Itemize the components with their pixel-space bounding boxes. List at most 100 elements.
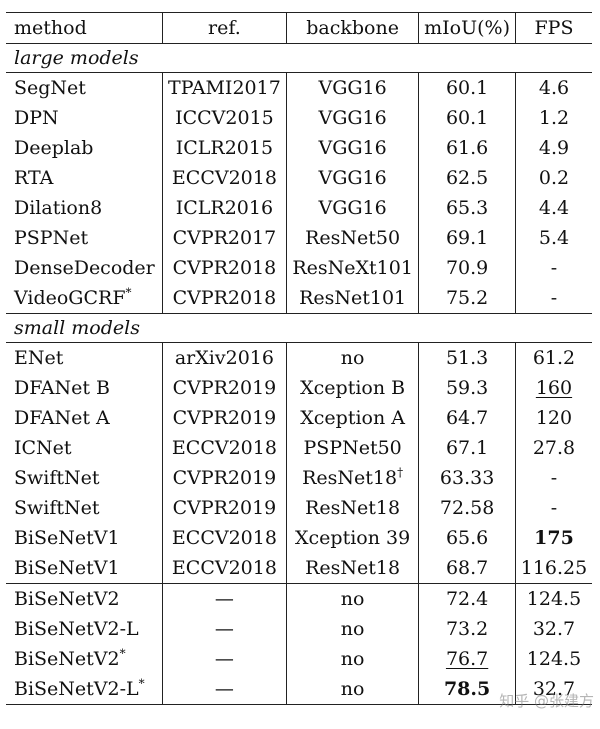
cell-method: DFANet A bbox=[6, 403, 162, 433]
cell-method-text: BiSeNetV2 bbox=[14, 588, 120, 610]
cell-miou-text: 60.1 bbox=[445, 107, 489, 129]
cell-method-text: SegNet bbox=[14, 77, 86, 99]
cell-backbone: ResNet101 bbox=[286, 283, 419, 314]
cell-backbone-text: ResNet18 bbox=[305, 497, 401, 519]
cell-backbone: no bbox=[286, 674, 419, 705]
footnote-mark: † bbox=[397, 465, 404, 480]
cell-ref-text: ECCV2018 bbox=[171, 167, 277, 189]
cell-backbone: no bbox=[286, 342, 419, 373]
cell-method-text: DPN bbox=[14, 107, 59, 129]
cell-miou-text: 76.7 bbox=[445, 648, 489, 670]
cell-backbone-text: Xception B bbox=[300, 377, 406, 399]
large-models-group: SegNet TPAMI2017 VGG16 60.1 4.6 DPN ICCV2015 VG… bbox=[6, 72, 592, 314]
table-row: DFANet B CVPR2019 Xception B 59.3 160 bbox=[6, 373, 592, 403]
cell-method: Deeplab bbox=[6, 133, 162, 163]
cell-ref-text: ICLR2015 bbox=[175, 137, 274, 159]
cell-fps: 4.9 bbox=[514, 133, 592, 163]
cell-method-text: DFANet A bbox=[14, 407, 110, 429]
cell-fps-text: - bbox=[550, 257, 558, 279]
section-label-small: small models bbox=[6, 313, 592, 343]
cell-ref: ECCV2018 bbox=[161, 433, 287, 463]
cell-miou-text: 70.9 bbox=[445, 257, 489, 279]
footnote-mark: * bbox=[138, 676, 145, 691]
cell-backbone-text: ResNet18 bbox=[302, 467, 398, 489]
cell-backbone: VGG16 bbox=[286, 163, 419, 193]
cell-fps-text: 32.7 bbox=[532, 678, 576, 700]
cell-method: SwiftNet bbox=[6, 493, 162, 523]
cell-miou: 78.5 bbox=[418, 674, 516, 705]
cell-method: BiSeNetV2* bbox=[6, 644, 162, 674]
cell-ref: ICLR2016 bbox=[161, 193, 287, 223]
cell-ref: TPAMI2017 bbox=[161, 72, 287, 103]
cell-fps-text: 27.8 bbox=[532, 437, 576, 459]
cell-fps-text: - bbox=[550, 467, 558, 489]
cell-backbone-text: ResNet101 bbox=[299, 287, 407, 309]
header-backbone: backbone bbox=[286, 12, 419, 44]
cell-backbone-text: no bbox=[340, 347, 365, 369]
cell-ref-text: CVPR2019 bbox=[172, 377, 277, 399]
cell-ref-text: — bbox=[214, 588, 234, 610]
cell-backbone: ResNet50 bbox=[286, 223, 419, 253]
table-row: BiSeNetV2* — no 76.7 124.5 bbox=[6, 644, 592, 674]
cell-miou-text: 61.6 bbox=[445, 137, 489, 159]
cell-backbone: Xception A bbox=[286, 403, 419, 433]
cell-fps-text: 124.5 bbox=[526, 648, 582, 670]
watermark: 知乎 @张建方 bbox=[499, 692, 594, 710]
cell-method-text: BiSeNetV1 bbox=[14, 557, 120, 579]
cell-fps: 0.2 bbox=[514, 163, 592, 193]
cell-backbone-text: no bbox=[340, 678, 365, 700]
cell-backbone-text: Xception A bbox=[300, 407, 405, 429]
cell-ref-text: arXiv2016 bbox=[174, 347, 274, 369]
cell-miou: 72.4 bbox=[418, 583, 516, 614]
cell-fps-text: - bbox=[550, 497, 558, 519]
cell-ref-text: ECCV2018 bbox=[171, 437, 277, 459]
cell-fps: 61.2 bbox=[514, 342, 592, 373]
cell-ref-text: ECCV2018 bbox=[171, 557, 277, 579]
cell-method: ENet bbox=[6, 343, 162, 374]
table-row: PSPNet CVPR2017 ResNet50 69.1 5.4 bbox=[6, 223, 592, 253]
cell-fps: 27.8 bbox=[514, 433, 592, 463]
cell-backbone-text: Xception 39 bbox=[295, 527, 411, 549]
cell-ref-text: ICCV2015 bbox=[175, 107, 274, 129]
cell-method-text: BiSeNetV2-L bbox=[14, 618, 139, 640]
cell-miou: 65.3 bbox=[418, 193, 516, 223]
cell-method: Dilation8 bbox=[6, 193, 162, 223]
table-row: DFANet A CVPR2019 Xception A 64.7 120 bbox=[6, 403, 592, 433]
cell-backbone: ResNeXt101 bbox=[286, 253, 419, 283]
cell-miou-text: 75.2 bbox=[445, 287, 489, 309]
cell-backbone: VGG16 bbox=[286, 103, 419, 133]
small-models-group: ENet arXiv2016 no 51.3 61.2 DFANet B CVPR2019 X… bbox=[6, 342, 592, 584]
table-row: SegNet TPAMI2017 VGG16 60.1 4.6 bbox=[6, 72, 592, 103]
cell-fps: - bbox=[514, 463, 592, 493]
cell-backbone-text: VGG16 bbox=[318, 197, 387, 219]
cell-miou-text: 51.3 bbox=[445, 347, 489, 369]
cell-backbone-text: ResNeXt101 bbox=[292, 257, 413, 279]
cell-fps: 5.4 bbox=[514, 223, 592, 253]
cell-method-text: BiSeNetV2 bbox=[14, 648, 120, 670]
cell-method: SwiftNet bbox=[6, 463, 162, 493]
ours-models-group: BiSeNetV2 — no 72.4 124.5 BiSeNetV2-L — no 73.2 3… bbox=[6, 583, 592, 705]
cell-ref: arXiv2016 bbox=[161, 342, 287, 373]
cell-backbone-text: VGG16 bbox=[318, 107, 387, 129]
cell-ref: ECCV2018 bbox=[161, 163, 287, 193]
table-row: ENet arXiv2016 no 51.3 61.2 bbox=[6, 342, 592, 374]
cell-miou: 72.58 bbox=[418, 493, 516, 523]
cell-method-text: SwiftNet bbox=[14, 467, 100, 489]
cell-method: DFANet B bbox=[6, 373, 162, 403]
table-row: SwiftNet CVPR2019 ResNet18 72.58 - bbox=[6, 493, 592, 523]
cell-method: BiSeNetV2-L bbox=[6, 614, 162, 644]
cell-method: DenseDecoder bbox=[6, 253, 162, 283]
cell-fps: 4.4 bbox=[514, 193, 592, 223]
cell-method-text: PSPNet bbox=[14, 227, 89, 249]
cell-miou-text: 78.5 bbox=[443, 678, 491, 700]
cell-backbone: VGG16 bbox=[286, 72, 419, 103]
cell-ref: CVPR2019 bbox=[161, 403, 287, 433]
cell-method-text: RTA bbox=[14, 167, 54, 189]
cell-backbone: VGG16 bbox=[286, 133, 419, 163]
cell-fps-text: 61.2 bbox=[532, 347, 576, 369]
cell-ref: CVPR2018 bbox=[161, 253, 287, 283]
table-row: BiSeNetV2-L — no 73.2 32.7 bbox=[6, 614, 592, 644]
cell-backbone: PSPNet50 bbox=[286, 433, 419, 463]
cell-miou: 60.1 bbox=[418, 72, 516, 103]
cell-backbone-text: VGG16 bbox=[318, 137, 387, 159]
